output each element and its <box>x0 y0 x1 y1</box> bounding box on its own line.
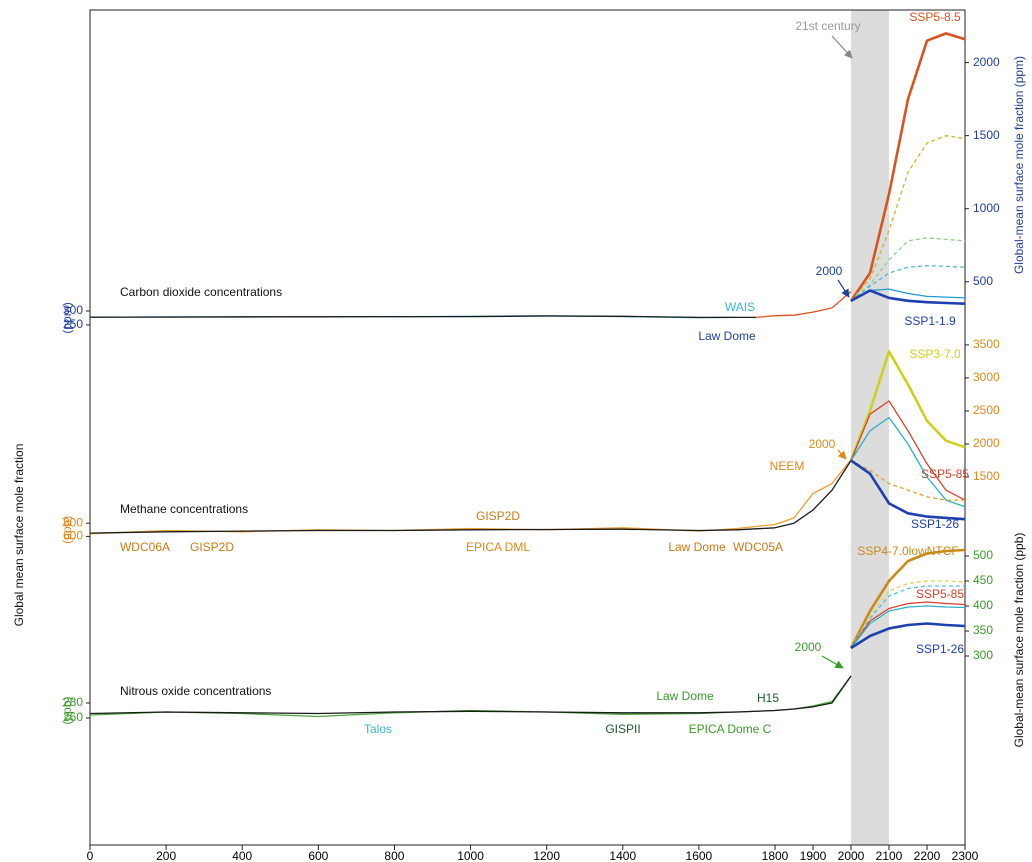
annotation: 2000 <box>795 640 822 654</box>
series-label: SSP1-26 <box>916 642 964 656</box>
annotation: EPICA Dome C <box>689 722 772 736</box>
x-tick-label: 1600 <box>686 849 713 862</box>
series-line <box>850 289 966 305</box>
series-line <box>850 585 965 649</box>
series-label: SSP4-7.0lowNTCF <box>857 544 958 558</box>
annotation: 2000 <box>809 437 836 451</box>
highlight-label: 21st century <box>795 19 860 33</box>
series-line <box>850 416 966 508</box>
x-tick-label: 2300 <box>952 849 979 862</box>
y-unit-label: (ppb) <box>60 516 74 544</box>
series-line <box>850 601 966 649</box>
y2-tick-label: 300 <box>973 648 993 662</box>
annotation-arrow <box>837 449 847 460</box>
x-tick-label: 1900 <box>800 849 827 862</box>
series-line <box>849 350 966 461</box>
series-line <box>850 622 966 650</box>
y2-tick-label: 2500 <box>973 403 1000 417</box>
panel-title: Nitrous oxide concentrations <box>120 684 271 698</box>
series-line <box>850 605 966 649</box>
y2-tick-label: 2000 <box>973 436 1000 450</box>
annotation: WDC06A <box>120 540 170 554</box>
series-line <box>89 675 852 715</box>
annotation: NEEM <box>770 459 805 473</box>
series-line <box>850 265 966 302</box>
x-tick-label: 200 <box>156 849 176 862</box>
annotation: WAIS <box>725 300 755 314</box>
panel-title: Carbon dioxide concentrations <box>120 285 282 299</box>
series-line <box>850 135 966 302</box>
y2-tick-label: 3000 <box>973 370 1000 384</box>
y2-tick-label: 500 <box>973 274 993 288</box>
annotation: 2000 <box>816 264 843 278</box>
series-line <box>850 580 966 649</box>
annotation: GISP2D <box>476 509 520 523</box>
annotation: GISPII <box>605 722 640 736</box>
y-tick-label: 600 <box>63 529 83 543</box>
y2-tick-label: 3500 <box>973 337 1000 351</box>
y2-tick-label: 1000 <box>973 201 1000 215</box>
x-tick-label: 0 <box>87 849 94 862</box>
annotation: H15 <box>757 691 779 705</box>
y-tick-label: 300 <box>63 303 83 317</box>
annotation: EPICA DML <box>466 540 530 554</box>
series-label: SSP3-7.0 <box>909 347 961 361</box>
y-tick-label: 260 <box>63 710 83 724</box>
series-label: SSP5-85 <box>921 467 969 481</box>
y-unit-label: (ppm) <box>60 302 74 333</box>
series-line <box>849 32 966 302</box>
panel-title: Methane concentrations <box>120 502 248 516</box>
series-line <box>89 459 852 535</box>
x-tick-label: 1200 <box>533 849 560 862</box>
highlight-band <box>851 10 889 845</box>
x-tick-label: 800 <box>384 849 404 862</box>
annotation: WDC05A <box>733 540 783 554</box>
x-tick-label: 2000 <box>838 849 865 862</box>
y-axis-label: Global mean surface mole fraction <box>12 444 26 627</box>
y2-tick-label: 1500 <box>973 469 1000 483</box>
series-label: SSP1-26 <box>911 517 959 531</box>
annotation: Law Dome <box>656 689 714 703</box>
y2-tick-label: 2000 <box>973 55 1000 69</box>
y-unit-label: (ppb) <box>60 696 74 724</box>
x-tick-label: 1800 <box>762 849 789 862</box>
annotation: Talos <box>364 722 392 736</box>
y2-tick-label: 400 <box>973 598 993 612</box>
x-tick-label: 600 <box>308 849 328 862</box>
y-tick-label: 280 <box>63 695 83 709</box>
series-line <box>850 237 966 302</box>
y2-axis-label: Global-mean surface mole fraction (ppb) <box>1012 533 1026 748</box>
highlight-arrow <box>831 35 853 59</box>
series-line <box>90 315 756 319</box>
annotation: Law Dome <box>698 329 756 343</box>
series-line <box>850 400 966 501</box>
x-tick-label: 2100 <box>876 849 903 862</box>
y2-axis-label: Global-mean surface mole fraction (ppm) <box>1012 56 1026 274</box>
annotation-arrow <box>837 279 850 298</box>
annotation: Law Dome <box>668 540 726 554</box>
series-label: SSP5-8.5 <box>909 10 961 24</box>
series-line <box>89 460 852 534</box>
annotation: GISP2D <box>190 540 234 554</box>
x-tick-label: 1000 <box>457 849 484 862</box>
plot-frame <box>89 9 966 846</box>
x-tick-label: 2200 <box>914 849 941 862</box>
x-tick-label: 400 <box>232 849 252 862</box>
background <box>851 10 889 845</box>
series-label: SSP1-1.9 <box>904 314 956 328</box>
series-label: SSP5-85 <box>916 587 964 601</box>
series-line <box>849 548 966 649</box>
y-tick-label: 250 <box>63 317 83 331</box>
x-tick-label: 1400 <box>609 849 636 862</box>
series-line <box>850 459 965 501</box>
y2-tick-label: 500 <box>973 548 993 562</box>
y2-tick-label: 350 <box>973 623 993 637</box>
series-line <box>755 291 852 319</box>
series-line <box>850 459 966 521</box>
y2-tick-label: 1500 <box>973 128 1000 142</box>
y-tick-label: 800 <box>63 515 83 529</box>
y2-tick-label: 450 <box>973 573 993 587</box>
annotation-arrow <box>821 655 844 669</box>
